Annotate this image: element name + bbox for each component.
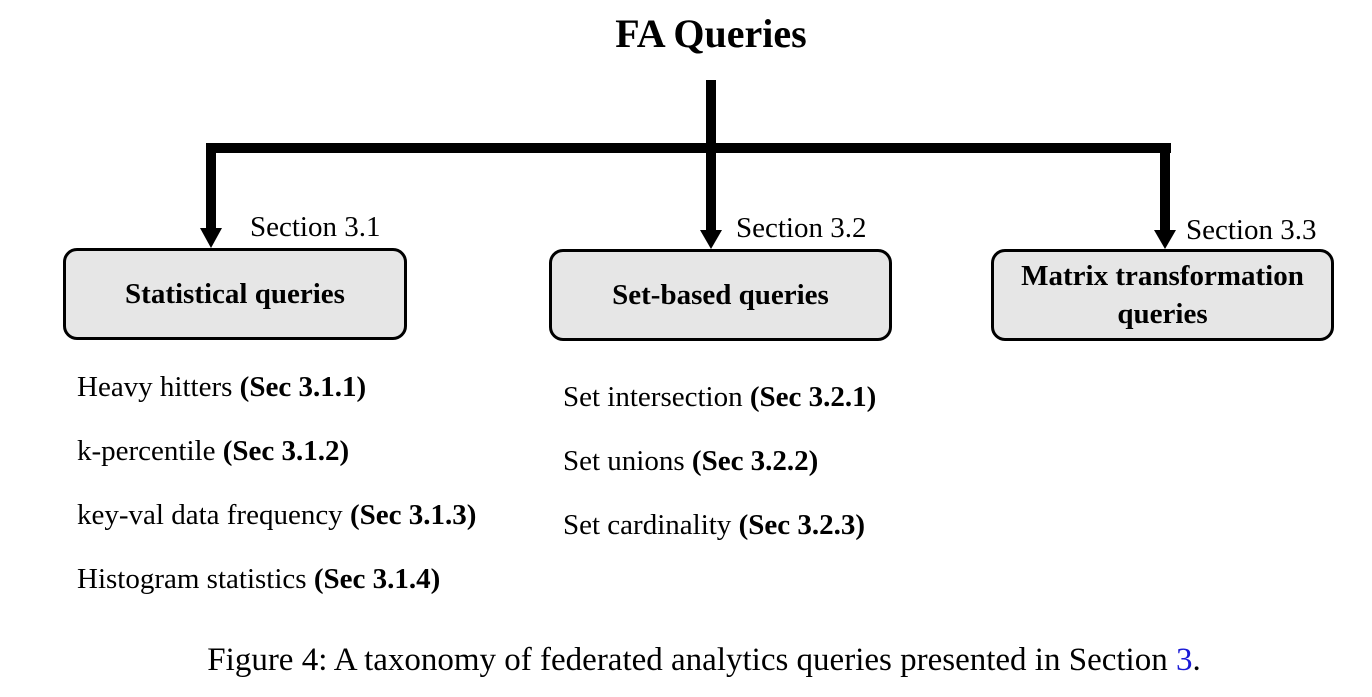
item-text: key-val data frequency [77, 499, 350, 531]
arrowhead-3 [1154, 230, 1176, 249]
figure-caption: Figure 4: A taxonomy of federated analyt… [0, 640, 1372, 680]
section-label-2: Section 3.2 [736, 212, 867, 244]
section-label-3: Section 3.3 [1186, 214, 1317, 246]
item-ref: (Sec 3.1.1) [239, 371, 367, 403]
item-ref: (Sec 3.2.2) [691, 445, 819, 477]
item-text: Set unions [563, 445, 692, 477]
category-box-label: Set-based queries [612, 279, 829, 311]
category-box-label: Statistical queries [125, 278, 345, 310]
item-ref: (Sec 3.2.1) [749, 381, 877, 413]
list-item: key-val data frequency (Sec 3.1.3) [77, 498, 476, 532]
item-ref: (Sec 3.2.3) [738, 509, 865, 541]
item-text: Heavy hitters [77, 371, 240, 403]
caption-end: . [1192, 642, 1201, 678]
arrowhead-1 [200, 228, 222, 248]
item-ref: (Sec 3.1.4) [313, 563, 441, 595]
item-ref: (Sec 3.1.2) [222, 435, 350, 467]
list-item: Set unions (Sec 3.2.2) [563, 444, 818, 478]
section-label-1: Section 3.1 [250, 211, 381, 243]
item-ref: (Sec 3.1.3) [349, 499, 477, 531]
arrowhead-2 [700, 230, 722, 249]
item-text: Set intersection [563, 381, 750, 413]
list-item: k-percentile (Sec 3.1.2) [77, 434, 349, 468]
diagram-title: FA Queries [615, 11, 807, 56]
list-item: Histogram statistics (Sec 3.1.4) [77, 562, 440, 596]
item-text: Set cardinality [563, 509, 739, 541]
list-item: Set cardinality (Sec 3.2.3) [563, 508, 865, 542]
list-item: Set intersection (Sec 3.2.1) [563, 380, 876, 414]
item-text: Histogram statistics [77, 563, 314, 595]
category-box-set-based: Set-based queries [549, 249, 892, 341]
list-item: Heavy hitters (Sec 3.1.1) [77, 370, 366, 404]
section-link[interactable]: 3 [1175, 642, 1193, 678]
category-box-statistical: Statistical queries [63, 248, 407, 340]
category-box-label: Matrix transformation queries [1021, 260, 1304, 330]
category-box-matrix: Matrix transformation queries [991, 249, 1334, 341]
caption-text: Figure 4: A taxonomy of federated analyt… [207, 642, 1176, 678]
item-text: k-percentile [77, 435, 223, 467]
